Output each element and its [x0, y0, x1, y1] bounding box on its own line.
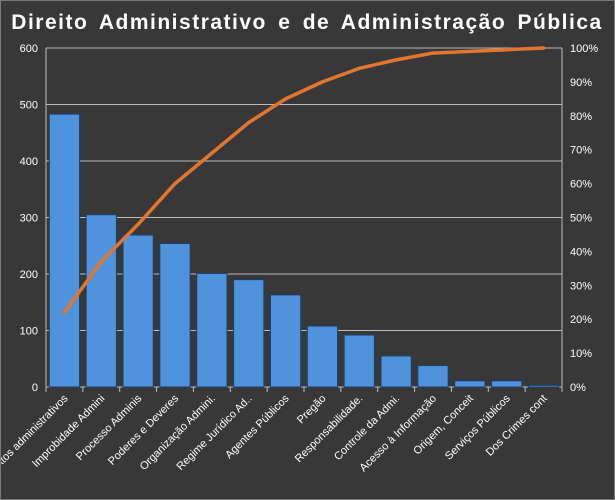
- bar: [343, 334, 375, 388]
- y2-tick-label: 0%: [570, 382, 586, 394]
- bar: [233, 279, 265, 388]
- y-tick-label: 0: [32, 382, 38, 394]
- x-category-label: Pregão: [295, 393, 329, 427]
- line-point: [62, 310, 67, 315]
- y2-tick-label: 80%: [570, 111, 592, 123]
- y2-tick-label: 10%: [570, 348, 592, 360]
- cumulative-line-series: [62, 46, 546, 315]
- x-category-label: Processo Adminis: [74, 392, 145, 463]
- y-tick-label: 300: [20, 213, 38, 225]
- y2-tick-label: 30%: [570, 280, 592, 292]
- line-point: [283, 97, 288, 101]
- bar: [380, 355, 412, 388]
- x-category-label: Poderes e Deveres: [106, 392, 181, 467]
- y2-tick-label: 90%: [570, 77, 592, 89]
- line-point: [357, 66, 362, 71]
- y-tick-label: 600: [20, 43, 38, 55]
- line-point: [99, 259, 104, 264]
- line-point: [173, 181, 177, 186]
- line-point: [320, 80, 325, 84]
- cumulative-line: [62, 46, 546, 315]
- bar: [417, 365, 449, 388]
- line-point: [246, 120, 251, 125]
- chart-title: Direito Administrativo e de Administraçã…: [11, 11, 602, 34]
- line-point: [431, 51, 435, 55]
- bar: [196, 272, 228, 388]
- line-point: [541, 46, 546, 50]
- y-axis-right: 0% 10% 20% 30% 40% 50% 60% 70% 80% 90% 100%: [570, 43, 598, 394]
- line-point: [504, 47, 509, 52]
- y-tick-label: 400: [20, 156, 38, 168]
- bar: [85, 214, 117, 388]
- y2-tick-label: 50%: [570, 213, 592, 225]
- y2-tick-label: 60%: [570, 179, 592, 191]
- bar: [527, 384, 560, 388]
- y2-tick-label: 100%: [570, 43, 598, 55]
- y2-tick-label: 20%: [570, 314, 592, 326]
- bar: [491, 380, 523, 388]
- y-tick-label: 100: [20, 326, 38, 338]
- bar: [122, 234, 154, 388]
- bar: [159, 242, 191, 388]
- line-point: [136, 222, 140, 227]
- line-point: [210, 151, 214, 155]
- bar-series: [48, 113, 560, 388]
- x-category-label: Serviços Públicos: [443, 392, 513, 462]
- y2-tick-label: 40%: [570, 246, 592, 258]
- y2-tick-label: 70%: [570, 145, 592, 157]
- x-category-label: Responsabilidade.: [293, 393, 365, 465]
- x-category-label: Controle da Admi.: [332, 393, 402, 463]
- bar: [48, 113, 81, 388]
- x-category-label: Agentes Públicos: [223, 392, 292, 461]
- bar: [269, 294, 302, 388]
- bar: [306, 325, 339, 388]
- y-axis-left: 0 100 200 300 400 500 600: [20, 43, 38, 394]
- y-tick-label: 500: [20, 100, 38, 112]
- bar: [454, 380, 486, 388]
- line-point: [394, 58, 398, 62]
- y-tick-label: 200: [20, 269, 38, 281]
- line-point: [468, 49, 472, 54]
